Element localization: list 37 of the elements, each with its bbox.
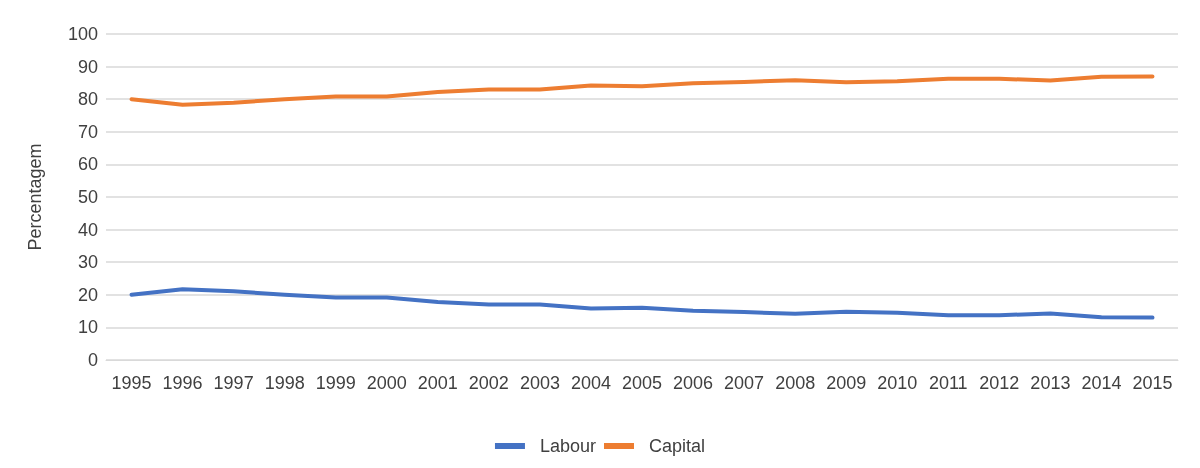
x-tick-label: 1999 (315, 373, 356, 393)
x-tick-label: 2002 (468, 373, 509, 393)
y-tick-label: 0 (87, 350, 98, 370)
x-tick-label: 2012 (979, 373, 1020, 393)
x-tick-label: 2010 (877, 373, 918, 393)
y-tick-label: 100 (67, 24, 98, 44)
x-tick-label: 2000 (366, 373, 407, 393)
x-tick-label: 2015 (1132, 373, 1173, 393)
legend-label: Labour (539, 436, 597, 456)
y-tick-label: 10 (77, 317, 98, 338)
x-tick-label: 2011 (928, 373, 968, 393)
x-tick-label: 2006 (673, 373, 714, 393)
x-tick-label: 2009 (826, 373, 867, 393)
x-tick-label: 2014 (1081, 373, 1122, 393)
y-tick-label: 50 (77, 187, 98, 207)
y-tick-label: 30 (77, 252, 98, 273)
x-tick-label: 1997 (213, 373, 254, 393)
x-tick-label: 2013 (1030, 373, 1071, 393)
x-tick-label: 1996 (162, 373, 203, 393)
y-tick-label: 40 (77, 219, 98, 240)
x-tick-label: 2004 (570, 373, 611, 393)
y-tick-label: 70 (77, 121, 98, 142)
x-tick-label: 1995 (111, 373, 152, 393)
y-tick-label: 90 (77, 56, 98, 77)
x-tick-label: 2003 (519, 373, 560, 393)
y-tick-label: 20 (77, 284, 98, 305)
x-tick-label: 2001 (417, 373, 458, 393)
line-series (129, 74, 1155, 107)
y-tick-label: 60 (77, 154, 98, 175)
x-tick-label: 2005 (621, 373, 663, 393)
legend-label: Capital (649, 436, 706, 456)
y-tick-label: 80 (77, 89, 98, 110)
y-axis-title: Percentagem (25, 143, 45, 251)
x-tick-label: 1998 (264, 373, 305, 393)
x-tick-label: 2008 (775, 373, 816, 393)
x-tick-label: 2007 (724, 373, 765, 393)
line-series (129, 287, 1155, 320)
